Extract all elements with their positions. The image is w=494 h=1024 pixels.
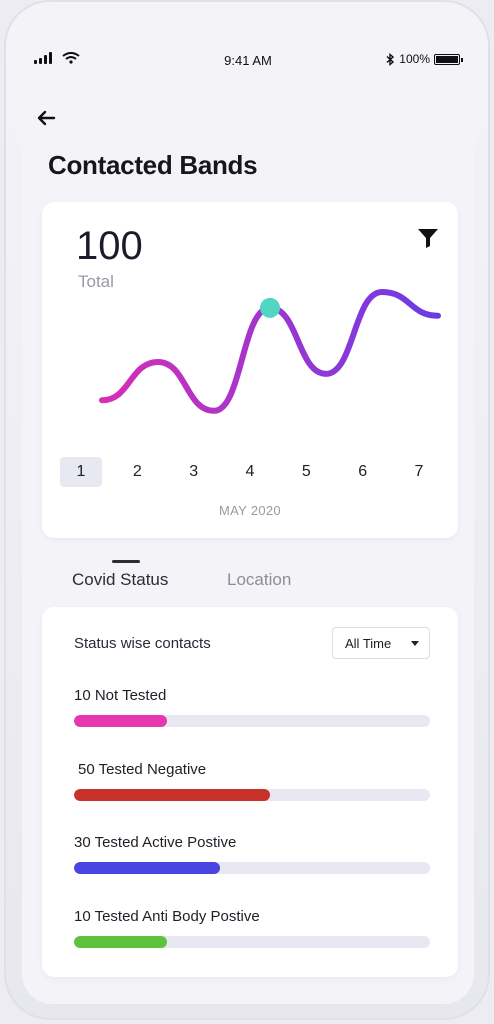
- active-tab-indicator: [112, 560, 140, 563]
- x-axis-label: MAY 2020: [219, 503, 281, 518]
- progress-track: [74, 936, 430, 948]
- wifi-icon: [62, 52, 80, 64]
- progress-fill: [74, 715, 167, 727]
- x-tick-label[interactable]: 2: [132, 463, 142, 480]
- status-label: 50 Tested Negative: [78, 761, 207, 778]
- filter-icon[interactable]: [416, 226, 440, 250]
- x-tick-label[interactable]: 7: [414, 463, 424, 480]
- back-arrow-icon[interactable]: [34, 106, 58, 130]
- chevron-down-icon: [411, 641, 419, 646]
- status-bar: 9:41 AM 100%: [22, 48, 474, 74]
- line-chart: [99, 288, 441, 414]
- signal-icon: [34, 52, 52, 64]
- progress-fill: [74, 862, 220, 874]
- x-tick-label[interactable]: 6: [358, 463, 368, 480]
- progress-track: [74, 862, 430, 874]
- status-card: Status wise contacts All Time 10 Not Tes…: [42, 607, 458, 977]
- progress-fill: [74, 936, 167, 948]
- progress-track: [74, 715, 430, 727]
- time-filter-select[interactable]: All Time: [332, 627, 430, 659]
- status-row-not-tested: 10 Not Tested: [74, 687, 432, 737]
- x-tick-label[interactable]: 3: [189, 463, 199, 480]
- tab-location[interactable]: Location: [227, 570, 292, 589]
- status-heading: Status wise contacts: [74, 635, 211, 652]
- bluetooth-icon: [386, 52, 395, 66]
- status-label: 10 Tested Anti Body Postive: [74, 908, 260, 925]
- status-right: 100%: [386, 52, 463, 66]
- page-title: Contacted Bands: [48, 150, 258, 180]
- chart-points-layer: [260, 297, 280, 318]
- status-time: 9:41 AM: [224, 53, 272, 68]
- app-screen: 9:41 AM 100% Contacted Bands 100 Total: [22, 22, 474, 1004]
- status-row-tested-negative: 50 Tested Negative: [74, 761, 432, 811]
- x-axis-ticks: 1 2 3 4 5 6 7: [60, 457, 440, 487]
- time-filter-value: All Time: [345, 636, 392, 651]
- status-label: 10 Not Tested: [74, 687, 167, 704]
- chart-point-highlight[interactable]: [260, 297, 280, 318]
- status-row-tested-antibody-positive: 10 Tested Anti Body Postive: [74, 908, 432, 958]
- status-left: [34, 52, 80, 64]
- tab-bar: Covid Status Location: [42, 558, 458, 608]
- battery-icon: [434, 53, 463, 65]
- status-row-tested-active-positive: 30 Tested Active Postive: [74, 834, 432, 884]
- progress-track: [74, 789, 430, 801]
- status-label: 30 Tested Active Postive: [74, 834, 237, 851]
- tab-covid-status[interactable]: Covid Status: [72, 570, 169, 589]
- total-label: Total: [78, 272, 114, 291]
- x-tick-label[interactable]: 5: [301, 463, 311, 480]
- x-tick-label[interactable]: 1: [60, 457, 102, 487]
- progress-fill: [74, 789, 270, 801]
- total-value: 100: [76, 224, 143, 268]
- battery-percent: 100%: [399, 52, 430, 66]
- chart-card: 100 Total 1 2 3 4 5 6 7 MAY 2020: [42, 202, 458, 538]
- x-tick-label[interactable]: 4: [245, 463, 255, 480]
